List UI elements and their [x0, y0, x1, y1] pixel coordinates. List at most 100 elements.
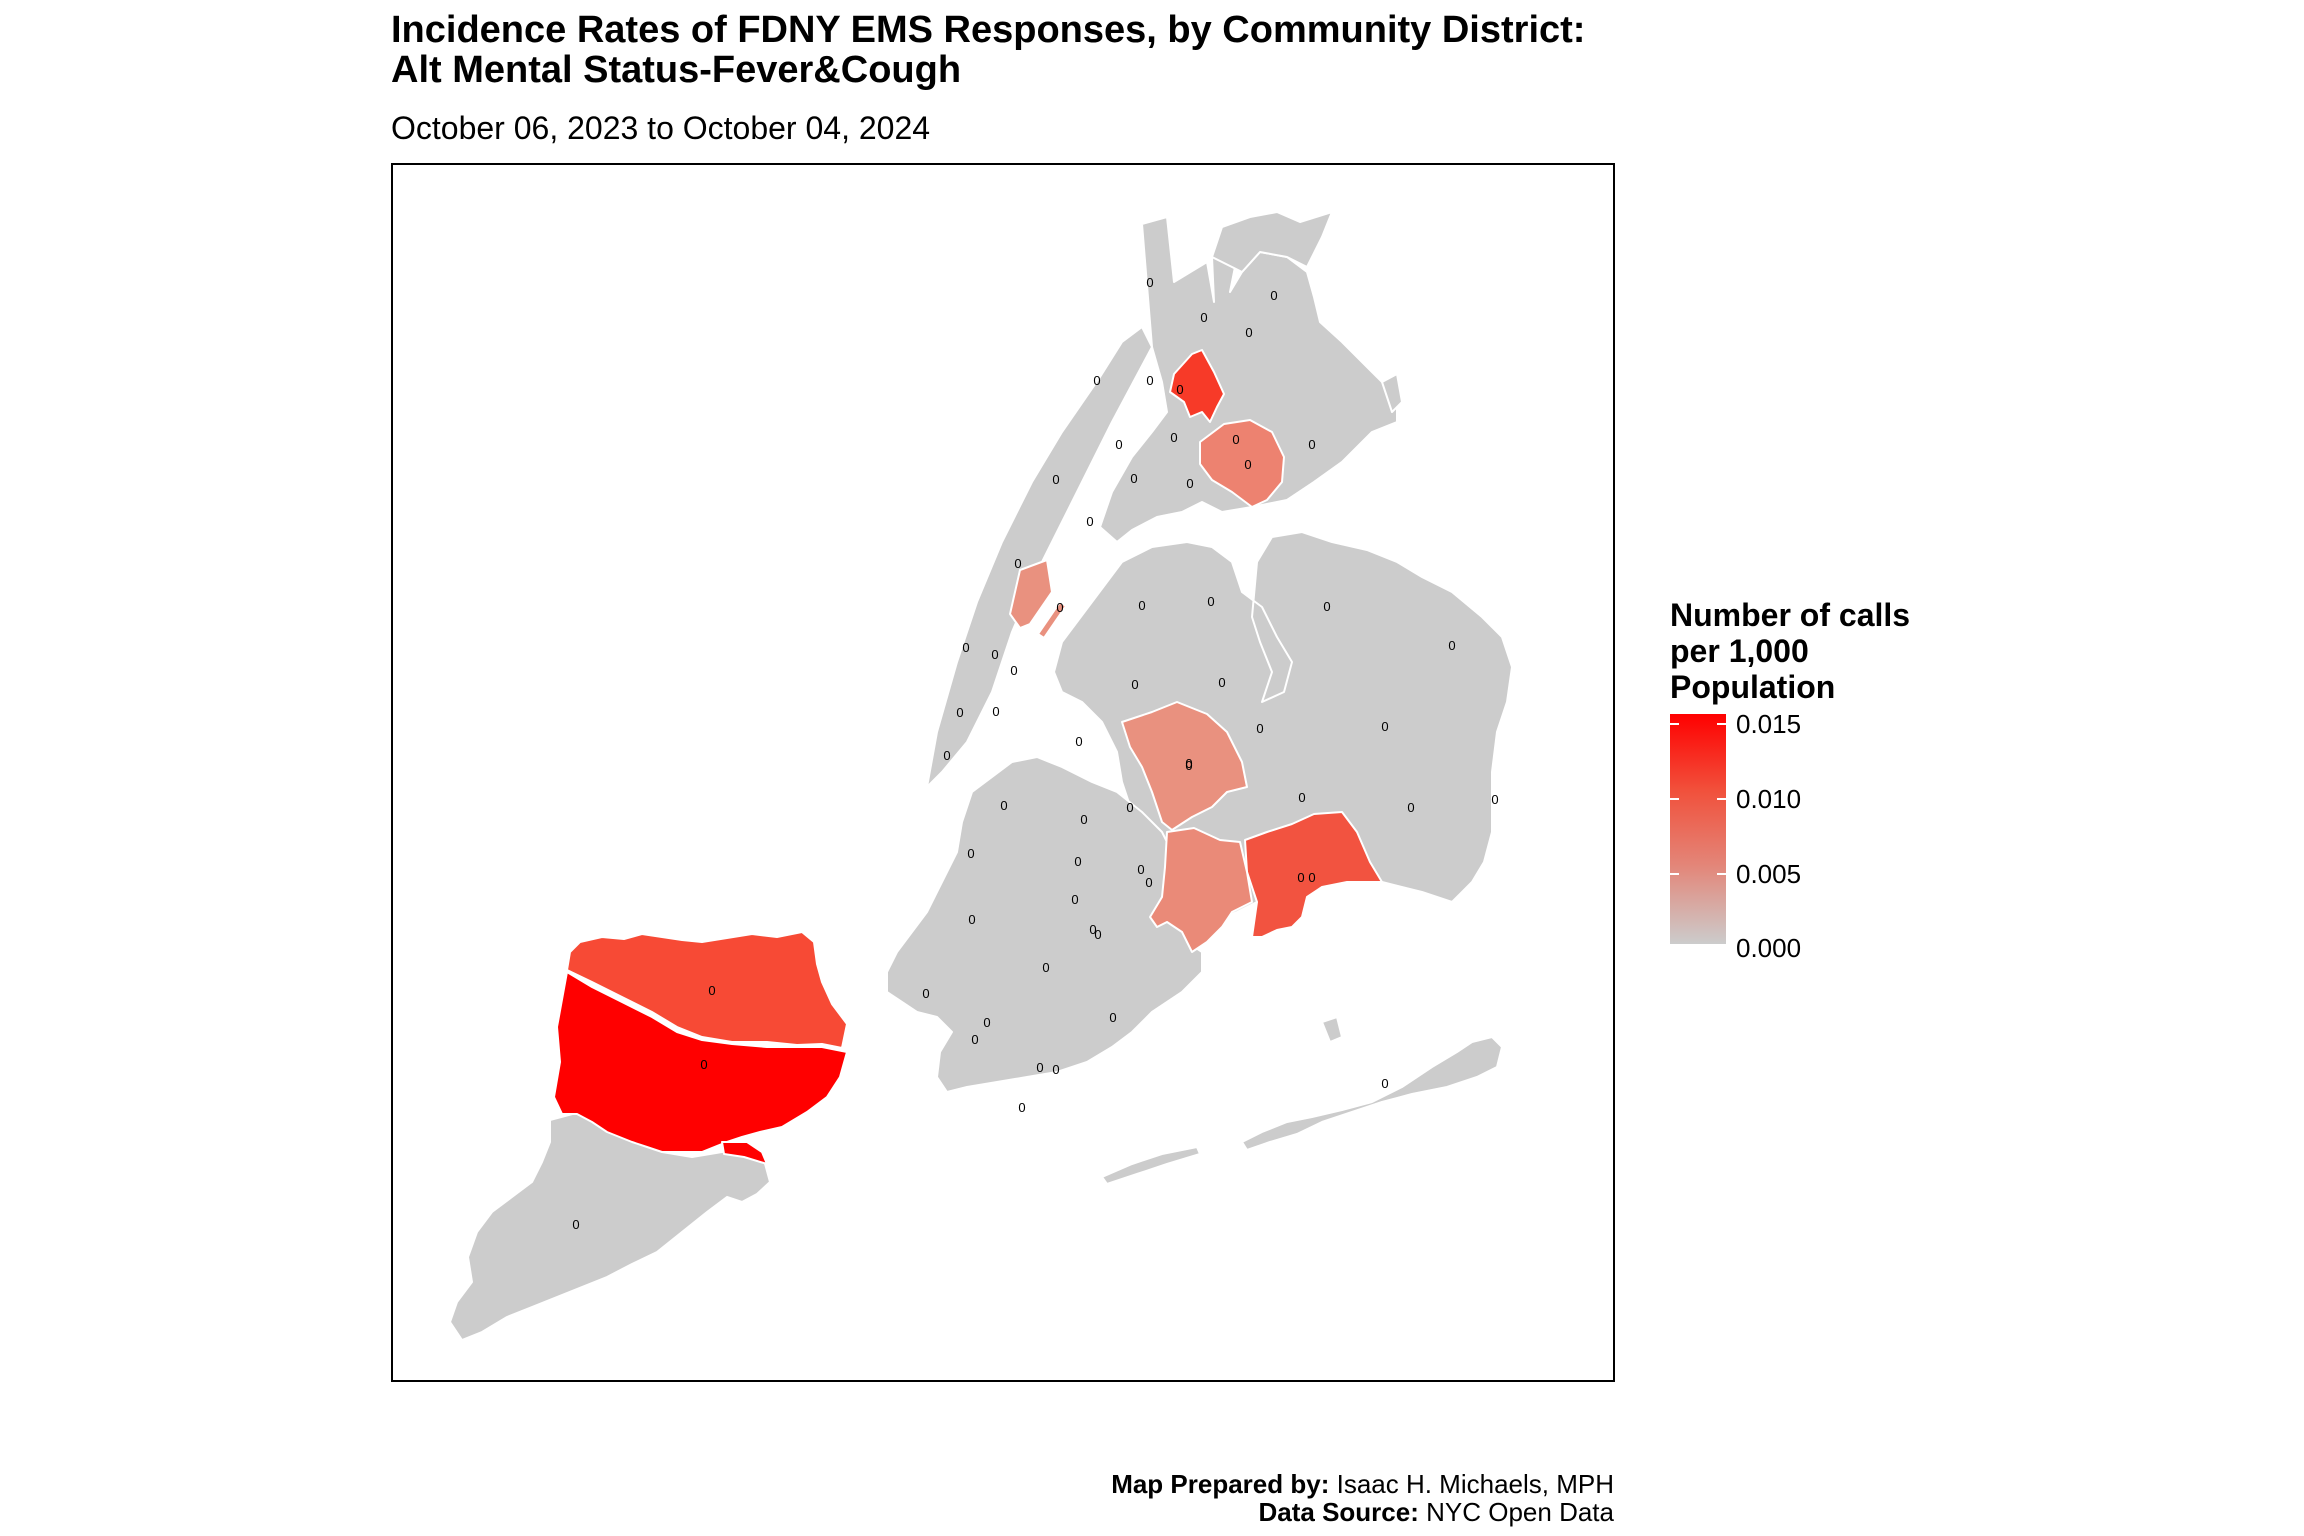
- district-value-label: 0: [700, 1057, 707, 1072]
- district-value-label: 0: [1448, 638, 1455, 653]
- district-value-label: 0: [1176, 382, 1183, 397]
- map-caption: Map Prepared by: Isaac H. Michaels, MPH …: [1111, 1470, 1614, 1526]
- district-value-label: 0: [962, 640, 969, 655]
- district-value-label: 0: [1089, 922, 1096, 937]
- legend-color-bar: [1670, 714, 1726, 944]
- district-value-label: 0: [1075, 734, 1082, 749]
- district-value-label: 0: [1244, 457, 1251, 472]
- district-value-label: 0: [1207, 594, 1214, 609]
- bronx-north-district: [1211, 211, 1333, 273]
- district-value-label: 0: [1137, 862, 1144, 877]
- district-value-label: 0: [1323, 599, 1330, 614]
- district-value-label: 0: [1146, 275, 1153, 290]
- map-title: Incidence Rates of FDNY EMS Responses, b…: [391, 10, 1585, 90]
- rockaway-peninsula: [1241, 1036, 1503, 1151]
- district-value-label: 0: [1256, 721, 1263, 736]
- map-subtitle: October 06, 2023 to October 04, 2024: [391, 110, 931, 146]
- district-value-label: 0: [1145, 875, 1152, 890]
- district-value-label: 0: [1232, 432, 1239, 447]
- legend-tick-left: [1670, 723, 1679, 725]
- district-value-label: 0: [1071, 892, 1078, 907]
- district-value-label: 0: [1086, 514, 1093, 529]
- queens-district-highlight-salmon: [1121, 701, 1248, 831]
- legend-title-line: Number of calls: [1670, 597, 1911, 633]
- district-value-label: 0: [1010, 663, 1017, 678]
- legend-tick-right: [1717, 873, 1726, 875]
- city-island: [1381, 373, 1403, 413]
- staten-island-east-shore-bits: [721, 1141, 768, 1165]
- staten-island-north-district-highlight: [566, 931, 848, 1049]
- legend-tick-right: [1717, 723, 1726, 725]
- staten-island-mid-district-highlight: [553, 971, 848, 1153]
- roosevelt-island: [1037, 601, 1067, 639]
- district-value-label: 0: [1126, 800, 1133, 815]
- map-title-line-1: Incidence Rates of FDNY EMS Responses, b…: [391, 9, 1586, 51]
- legend-label-max: 0.015: [1736, 709, 1802, 739]
- caption-prepared-by: Map Prepared by: Isaac H. Michaels, MPH: [1111, 1470, 1614, 1498]
- district-value-label: 0: [1491, 792, 1498, 807]
- district-value-label: 0: [1131, 677, 1138, 692]
- bronx-district-highlight-red: [1169, 349, 1225, 423]
- district-value-label: 0: [956, 705, 963, 720]
- district-value-label: 0: [1056, 600, 1063, 615]
- legend-title: Number of calls per 1,000 Population: [1670, 597, 1910, 705]
- district-value-label: 0: [1308, 437, 1315, 452]
- district-value-label: 0: [967, 846, 974, 861]
- district-value-label: 0: [1308, 870, 1315, 885]
- district-value-label: 0: [1146, 373, 1153, 388]
- district-value-label: 0: [1381, 719, 1388, 734]
- legend-tick-left: [1670, 873, 1679, 875]
- legend-tick-left: [1670, 798, 1679, 800]
- caption-source-label: Data Source:: [1258, 1497, 1419, 1527]
- district-value-label: 0: [1109, 1010, 1116, 1025]
- district-value-label: 0: [1186, 476, 1193, 491]
- district-value-label: 0: [1018, 1100, 1025, 1115]
- staten-island-south-district: [449, 1111, 771, 1341]
- district-value-label: 0: [1185, 756, 1192, 771]
- district-value-label: 0: [992, 704, 999, 719]
- district-value-label: 0: [943, 748, 950, 763]
- legend-tick-right: [1717, 947, 1726, 949]
- legend-label: 0.005: [1736, 859, 1802, 889]
- caption-prepared-label: Map Prepared by:: [1111, 1469, 1330, 1499]
- brooklyn-borough: [886, 756, 1203, 1093]
- district-value-label: 0: [1270, 288, 1277, 303]
- district-value-label: 0: [1080, 812, 1087, 827]
- map-title-line-2: Alt Mental Status-Fever&Cough: [391, 49, 962, 91]
- legend-tick-left: [1670, 947, 1679, 949]
- brooklyn-district-highlight: [1149, 827, 1253, 953]
- district-value-label: 0: [968, 912, 975, 927]
- district-value-label: 0: [1381, 1076, 1388, 1091]
- district-value-label: 0: [1138, 598, 1145, 613]
- district-value-label: 0: [991, 647, 998, 662]
- jamaica-bay-island: [1321, 1016, 1343, 1043]
- district-value-label: 0: [1245, 325, 1252, 340]
- manhattan-district-highlight: [1009, 559, 1053, 629]
- district-value-label: 0: [1297, 870, 1304, 885]
- caption-source-value: NYC Open Data: [1426, 1497, 1614, 1527]
- district-value-label: 0: [1094, 927, 1101, 942]
- district-value-label: 0: [1014, 556, 1021, 571]
- queens-district-highlight-red: [1244, 811, 1383, 938]
- legend-title-line: Population: [1670, 669, 1836, 705]
- legend-label: 0.010: [1736, 784, 1802, 814]
- district-value-label: 0: [1407, 800, 1414, 815]
- district-value-label: 0: [708, 983, 715, 998]
- district-value-label: 0: [572, 1217, 579, 1232]
- caption-data-source: Data Source: NYC Open Data: [1111, 1497, 1615, 1527]
- bronx-district-highlight-salmon: [1199, 419, 1285, 508]
- district-value-label: 0: [971, 1032, 978, 1047]
- district-value-label: 0: [1185, 758, 1192, 773]
- district-value-label: 0: [1218, 675, 1225, 690]
- legend-title-line: per 1,000: [1670, 633, 1809, 669]
- legend-tick-right: [1717, 798, 1726, 800]
- breezy-point-tip: [1101, 1146, 1201, 1185]
- caption-prepared-value: Isaac H. Michaels, MPH: [1336, 1469, 1614, 1499]
- district-value-label: 0: [983, 1015, 990, 1030]
- district-value-label: 0: [1115, 437, 1122, 452]
- district-value-label: 0: [1093, 373, 1100, 388]
- district-value-label: 0: [1170, 430, 1177, 445]
